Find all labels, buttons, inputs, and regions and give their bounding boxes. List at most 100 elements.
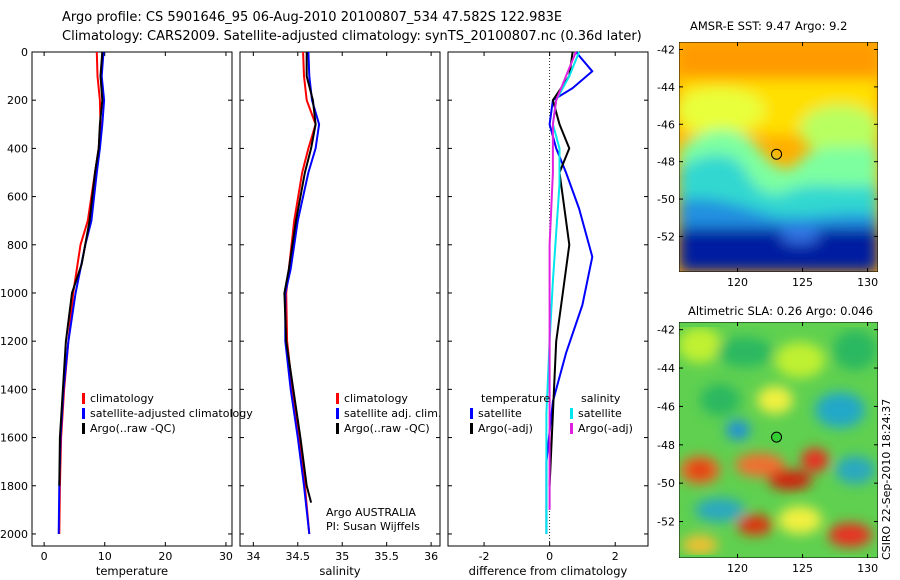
legend-swatch: [570, 408, 573, 419]
legend-title: salinity: [581, 392, 621, 405]
series-line-argo-raw-qc-: [58, 51, 104, 486]
y-tick-label: -44: [657, 81, 675, 94]
legend-entry: Argo(..raw -QC): [336, 421, 441, 436]
x-axis-label: difference from climatology: [469, 564, 628, 578]
x-axis-label: salinity: [319, 564, 360, 578]
y-tick-label: 600: [7, 191, 28, 204]
x-tick-label: 120: [727, 562, 748, 575]
y-tick-label: -52: [657, 230, 675, 243]
y-tick-label: -48: [657, 439, 675, 452]
legend-swatch: [82, 408, 85, 419]
map-axes-2: -42 -44 -46 -48 -50 -52 120 125 130: [657, 322, 878, 575]
legend-label: Argo(..raw -QC): [344, 422, 430, 435]
legend-title: temperature: [481, 392, 551, 405]
x-tick-label: 125: [792, 562, 813, 575]
y-tick-label: -42: [657, 324, 675, 337]
x-tick-label: 130: [857, 562, 878, 575]
y-tick-label: 1800: [0, 480, 28, 493]
x-tick-label: 34: [246, 550, 260, 563]
legend-label: satellite-adjusted climatology: [90, 407, 253, 420]
plot-frame: [239, 51, 441, 547]
temperature-legend: climatology satellite-adjusted climatolo…: [82, 391, 253, 436]
sst-map-title: AMSR-E SST: 9.47 Argo: 9.2: [690, 19, 848, 33]
legend-label: Argo(-adj): [478, 422, 533, 435]
legend-label: Argo(..raw -QC): [90, 422, 176, 435]
series-line-salinity-argo-adj-: [548, 51, 577, 510]
y-tick-label: 2000: [0, 528, 28, 541]
y-tick-label: 0: [21, 46, 28, 59]
legend-label: climatology: [90, 392, 154, 405]
plot-frame: [31, 51, 233, 547]
argo-pi-note: Argo AUSTRALIA PI: Susan Wijffels: [326, 506, 420, 534]
y-tick-label: 400: [7, 142, 28, 155]
credit-stamp: CSIRO 22-Sep-2010 18:24:37: [880, 398, 893, 560]
x-tick-label: 2: [612, 550, 619, 563]
plot-frame: [447, 51, 649, 547]
plot-title-line-1: Argo profile: CS 5901646_95 06-Aug-2010 …: [62, 10, 563, 25]
legend-swatch: [336, 393, 339, 404]
difference-legend-salinity: salinity satellite Argo(-adj): [570, 391, 633, 436]
legend-title-temperature: temperature: [470, 391, 550, 406]
difference-legend: temperature satellite Argo(-adj): [470, 391, 550, 436]
y-tick-label: -50: [657, 193, 675, 206]
legend-swatch: [336, 423, 339, 434]
plot-title-line-2: Climatology: CARS2009. Satellite-adjuste…: [62, 29, 642, 44]
x-tick-label: -2: [479, 550, 490, 563]
series-line-temperature-argo-adj-: [548, 51, 574, 486]
x-tick-label: 10: [98, 550, 112, 563]
salinity-legend: climatology satellite adj. clim. Argo(..…: [336, 391, 441, 436]
y-tick-label: -52: [657, 516, 675, 529]
series-line-temperature-satellite: [545, 51, 594, 534]
x-tick-label: 130: [857, 276, 878, 289]
legend-label: satellite adj. clim.: [344, 407, 442, 420]
legend-swatch: [82, 423, 85, 434]
y-tick-label: 1600: [0, 432, 28, 445]
legend-label: satellite: [478, 407, 522, 420]
legend-swatch: [470, 408, 473, 419]
legend-entry: climatology: [82, 391, 253, 406]
y-tick-label: 1200: [0, 335, 28, 348]
legend-swatch: [570, 423, 573, 434]
map-axes-1: -42 -44 -46 -48 -50 -52 120 125 130: [657, 42, 878, 289]
legend-entry: Argo(-adj): [570, 421, 633, 436]
sst-map: [679, 42, 878, 272]
x-tick-label: 0: [546, 550, 553, 563]
profile-panel-1: 0 200 400 600 800 1000 1200 1400 1600 1800 2000 0 10…: [0, 46, 233, 578]
y-tick-label: 1400: [0, 383, 28, 396]
x-tick-label: 30: [219, 550, 233, 563]
legend-entry: Argo(-adj): [470, 421, 550, 436]
legend-entry: Argo(..raw -QC): [82, 421, 253, 436]
argo-note-line-1: Argo AUSTRALIA: [326, 506, 416, 519]
legend-swatch: [336, 408, 339, 419]
legend-swatch: [82, 393, 85, 404]
x-tick-label: 20: [158, 550, 172, 563]
x-axis-label: temperature: [96, 564, 168, 578]
x-tick-label: 0: [41, 550, 48, 563]
legend-label: Argo(-adj): [578, 422, 633, 435]
y-tick-label: 200: [7, 94, 28, 107]
legend-title-salinity: salinity: [570, 391, 633, 406]
y-tick-label: -46: [657, 400, 675, 413]
x-tick-label: 35: [335, 550, 349, 563]
y-tick-label: -48: [657, 156, 675, 169]
y-tick-label: 1000: [0, 287, 28, 300]
series-line-argo-raw-qc-: [283, 52, 317, 503]
y-tick-label: -44: [657, 362, 675, 375]
argo-location-marker: [771, 431, 783, 443]
legend-entry: satellite: [470, 406, 550, 421]
x-tick-label: 120: [727, 276, 748, 289]
y-tick-label: -46: [657, 118, 675, 131]
legend-entry: satellite: [570, 406, 633, 421]
legend-entry: satellite adj. clim.: [336, 406, 441, 421]
legend-label: climatology: [344, 392, 408, 405]
argo-location-marker: [771, 148, 783, 160]
legend-entry: climatology: [336, 391, 441, 406]
x-tick-label: 125: [792, 276, 813, 289]
legend-label: satellite: [578, 407, 622, 420]
legend-entry: satellite-adjusted climatology: [82, 406, 253, 421]
y-tick-label: 800: [7, 239, 28, 252]
legend-swatch: [470, 423, 473, 434]
profile-panel-2: 34 34.5 35 35.5 36 salinity: [239, 51, 441, 578]
x-tick-label: 35.5: [374, 550, 399, 563]
